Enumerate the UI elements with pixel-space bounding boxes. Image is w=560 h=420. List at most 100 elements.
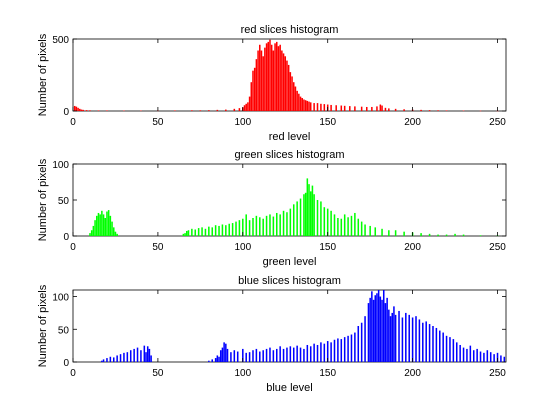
x-tick-label: 250 [489,117,506,128]
histogram-bar [274,43,276,111]
histogram-bar [230,352,232,362]
histogram-bar [337,338,339,362]
histogram-bar [201,227,203,236]
histogram-bar [320,201,322,236]
histogram-panel-0000ff: 0 50 100 150 200 250 0 50 100 blue slices histogr… [37,275,507,394]
histogram-bar [214,225,217,236]
histogram-bar [269,39,271,111]
histogram-bar [260,50,263,111]
histogram-bar [231,223,234,236]
histogram-bar [304,100,307,111]
histogram-bar [286,60,288,111]
histogram-bar [394,314,397,362]
histogram-bar [90,230,93,236]
histogram-bar [248,220,251,236]
histogram-bar [299,96,302,111]
histogram-bar [398,310,400,362]
histogram-bar [388,309,390,362]
histogram-bar [102,359,105,362]
histogram-bar [255,215,258,236]
histogram-bar [146,346,149,362]
histogram-bar [459,344,461,362]
histogram-bar [272,216,275,236]
histogram-bar [272,50,275,111]
histogram-bar [269,214,271,236]
histogram-bar [216,355,219,362]
histogram-bar [347,335,349,362]
x-tick-label: 250 [489,242,506,253]
histogram-bar [411,317,414,362]
y-tick-label: 0 [63,232,69,243]
histogram-bar [219,350,222,362]
histogram-bar [452,339,455,362]
y-axis-label: Number of pixels [37,33,49,116]
histogram-bar [372,299,375,362]
histogram-bar [420,233,422,236]
histogram-bar [226,348,229,362]
histogram-bar [270,44,273,112]
histogram-bar [80,109,83,111]
histogram-bar [377,290,380,362]
histogram-bar [99,214,101,236]
x-tick-label: 0 [70,117,76,128]
histogram-bar [323,104,326,111]
histogram-bar [242,348,244,362]
histogram-bar [174,110,176,111]
histogram-bar [276,41,278,111]
histogram-bar [218,356,220,362]
histogram-bar [408,314,410,362]
histogram-bar [123,110,125,112]
histogram-bar [330,342,332,362]
histogram-bar [369,297,371,362]
histogram-bar [343,214,346,236]
histogram-bar [264,47,266,111]
histogram-bar [316,344,319,362]
histogram-bar [376,106,378,111]
histogram-bar [469,345,472,362]
histogram-bar [354,106,356,111]
histogram-bar [112,227,115,236]
axes-frame [72,38,507,112]
histogram-bar [476,348,478,362]
histogram-bar [432,326,434,362]
histogram-bar [265,348,268,362]
x-tick-label: 50 [152,368,164,379]
histogram-bar [340,339,343,362]
histogram-bar [259,44,261,112]
histogram-bar [326,208,329,236]
histogram-bar [306,100,309,111]
histogram-bar [428,233,431,236]
histogram-bar [106,110,108,111]
histogram-bar [306,178,309,236]
x-tick-label: 200 [404,242,421,253]
histogram-bar [238,220,241,236]
histogram-bar [276,212,278,236]
x-tick-label: 0 [70,242,76,253]
histogram-bar [337,218,339,236]
histogram-bar [330,104,332,111]
histogram-bar [388,230,390,236]
histogram-bar [225,343,227,362]
histogram-bar [96,215,98,236]
histogram-bar [276,348,278,362]
histogram-bar [316,200,319,236]
histogram-bar [333,339,336,362]
histogram-bar [303,99,305,111]
histogram-bar [326,341,329,362]
x-axis-label: blue level [266,382,312,394]
histogram-bar [101,360,103,362]
histogram-bar [428,110,431,111]
histogram-bar [107,210,110,236]
histogram-bar [306,344,309,362]
x-tick-label: 100 [234,368,251,379]
histogram-bar [77,107,79,111]
histogram-bar [374,295,377,362]
histogram-bar [304,192,307,236]
histogram-bar [462,110,465,112]
histogram-bar [286,347,288,362]
histogram-bar [454,233,456,236]
histogram-bar [391,312,393,362]
x-axis-label: red level [269,131,311,143]
histogram-bar [343,337,346,362]
histogram-bar [298,93,300,111]
